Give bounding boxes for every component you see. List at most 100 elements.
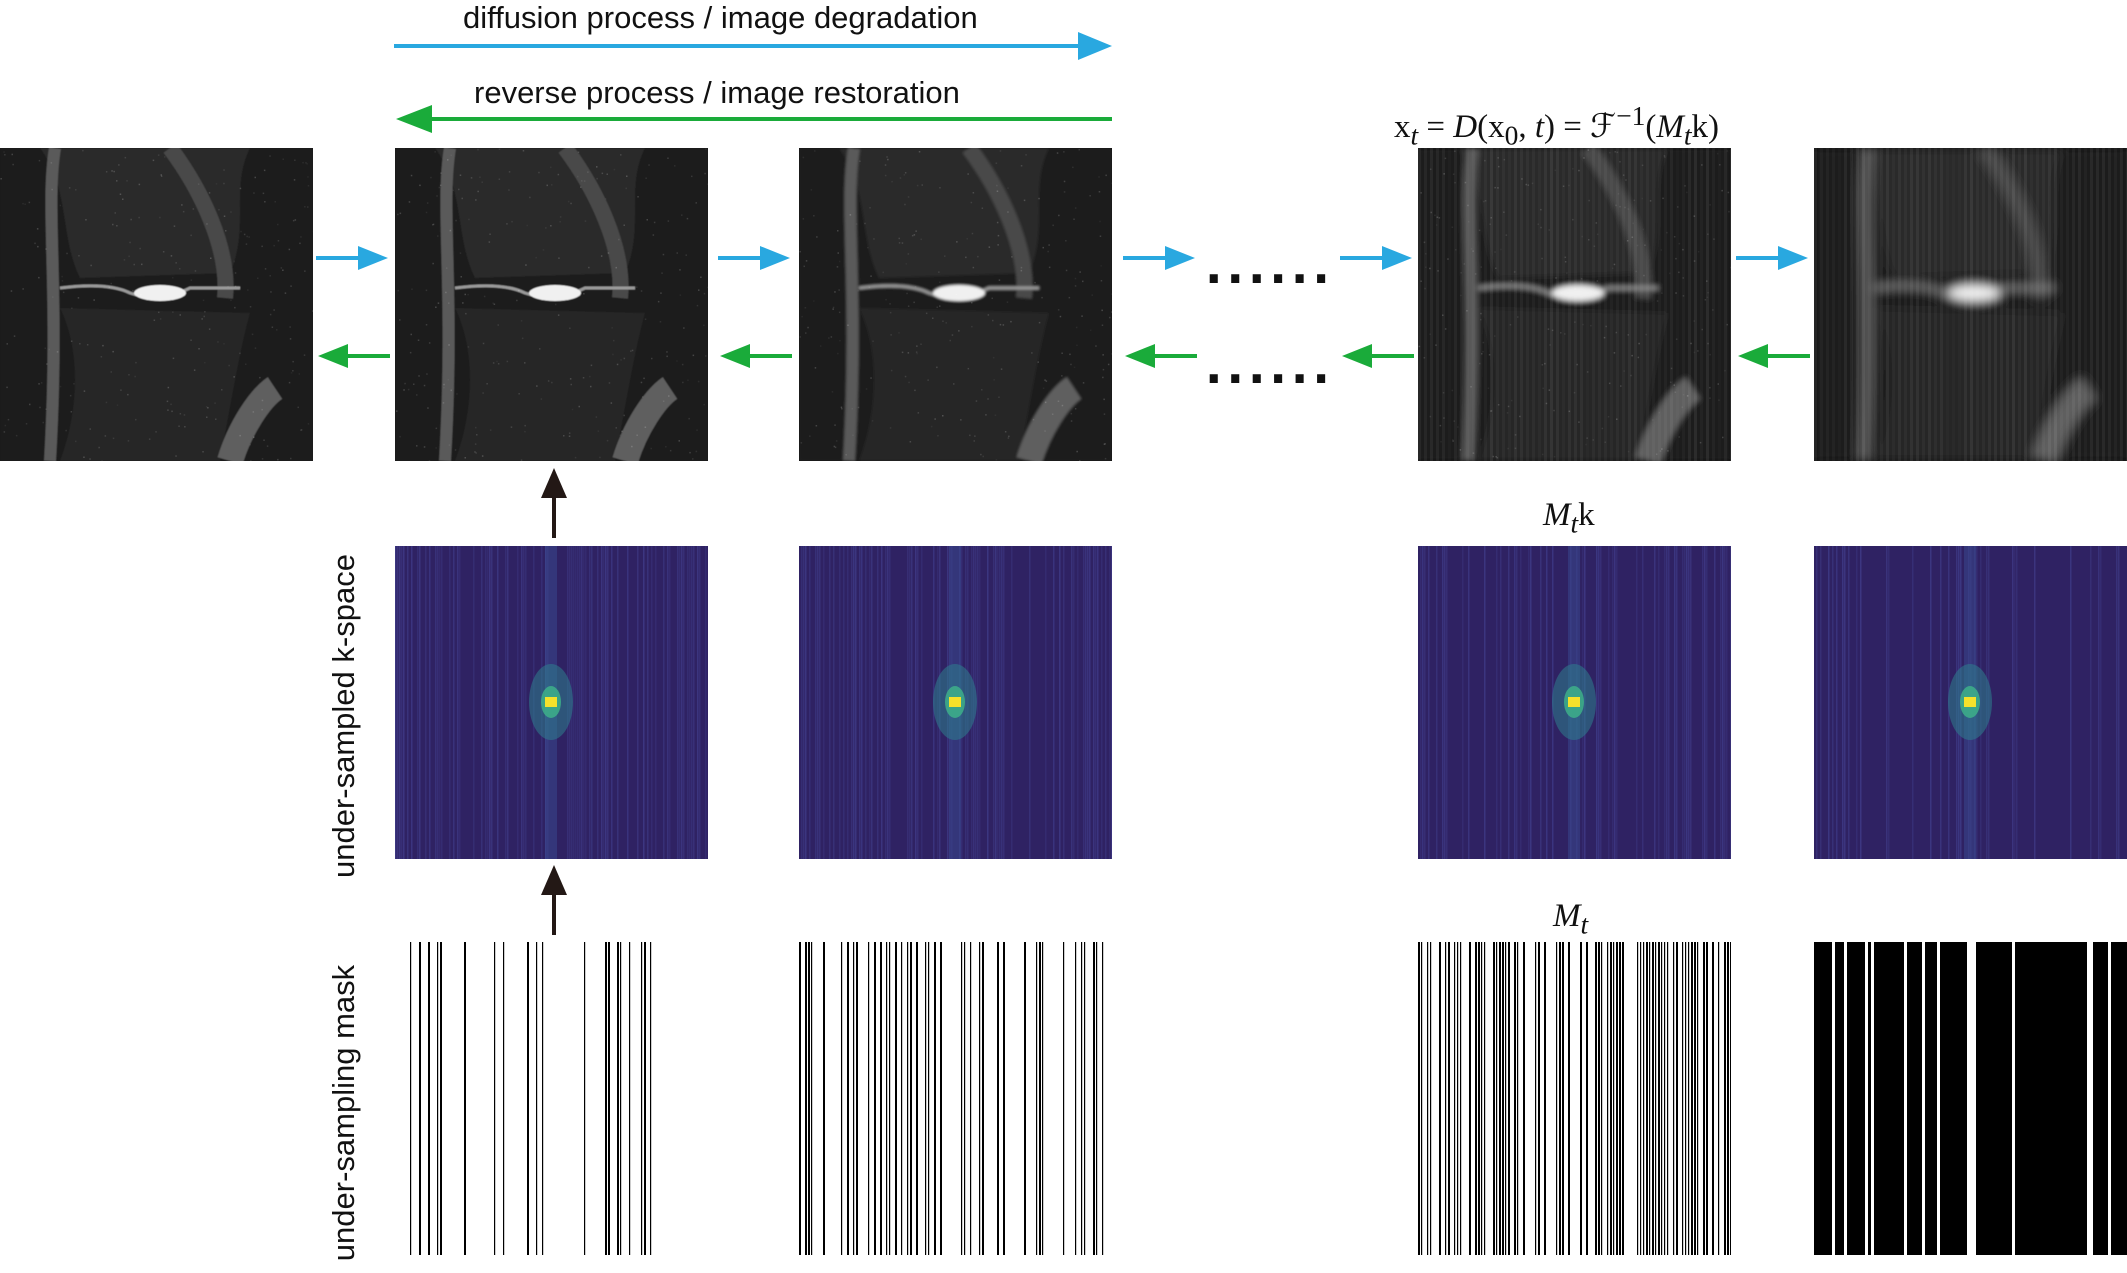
noise-dot (263, 193, 265, 195)
noise-dot (584, 180, 586, 182)
mask-line (1418, 942, 1420, 1255)
noise-dot (259, 377, 261, 379)
noise-dot (3, 151, 5, 153)
noise-dot (460, 175, 462, 177)
noise-dot (837, 266, 839, 268)
noise-dot (997, 244, 999, 246)
aliasing-stripe (1466, 148, 1469, 461)
kspace-center (1964, 697, 1976, 707)
aliasing-stripe (2108, 148, 2111, 461)
noise-dot (45, 248, 47, 250)
noise-dot (857, 290, 859, 292)
noise-dot (292, 361, 294, 363)
noise-dot (972, 233, 974, 235)
aliasing-stripe (1484, 148, 1487, 461)
noise-dot (910, 441, 912, 443)
noise-dot (630, 350, 632, 352)
noise-dot (0, 178, 2, 180)
noise-dot (558, 314, 560, 316)
aliasing-stripe (2078, 148, 2081, 461)
mask-line (1568, 942, 1570, 1255)
noise-dot (856, 223, 858, 225)
mask-line (1063, 942, 1064, 1255)
noise-dot (225, 230, 227, 232)
noise-dot (838, 252, 840, 254)
reverse-process-arrow (392, 103, 1122, 137)
noise-dot (306, 163, 308, 165)
noise-dot (1560, 332, 1562, 334)
kspace-line (435, 546, 437, 859)
mask-line (1430, 942, 1431, 1255)
aliasing-stripe (1826, 148, 1829, 461)
noise-dot (206, 223, 208, 225)
noise-dot (198, 183, 200, 185)
noise-dot (998, 397, 1000, 399)
kspace-line (481, 546, 483, 859)
noise-dot (950, 340, 952, 342)
mask-line (437, 942, 438, 1255)
noise-dot (300, 236, 302, 238)
kspace-line (921, 546, 923, 859)
aliasing-stripe (1580, 148, 1583, 461)
mask-line (1601, 942, 1602, 1255)
noise-dot (1614, 352, 1616, 354)
noise-dot (967, 238, 969, 240)
noise-dot (426, 324, 428, 326)
noise-dot (1071, 413, 1073, 415)
kspace-line (655, 546, 657, 859)
noise-dot (946, 322, 948, 324)
mask-line (1496, 942, 1497, 1255)
noise-dot (912, 235, 914, 237)
aliasing-stripe (1880, 148, 1883, 461)
noise-dot (816, 425, 818, 427)
mask-line (1538, 942, 1540, 1255)
noise-dot (482, 455, 484, 457)
mask-line (1697, 942, 1698, 1255)
mask-line (1826, 942, 1829, 1255)
noise-dot (45, 409, 47, 411)
noise-dot (508, 189, 510, 191)
noise-dot (1044, 430, 1046, 432)
mask-line (1598, 942, 1600, 1255)
kspace-line (851, 546, 853, 859)
noise-dot (996, 459, 998, 461)
noise-dot (661, 272, 663, 274)
noise-dot (167, 401, 169, 403)
noise-dot (1108, 364, 1110, 366)
kspace-line (1848, 546, 1850, 859)
kspace-line (1860, 546, 1862, 859)
noise-dot (479, 177, 481, 179)
kspace-line (1508, 546, 1510, 859)
kspace-line (705, 546, 707, 859)
noise-dot (462, 302, 464, 304)
noise-dot (1565, 261, 1567, 263)
noise-dot (1583, 157, 1585, 159)
noise-dot (1675, 392, 1677, 394)
kspace-line (1516, 546, 1518, 859)
noise-dot (1000, 324, 1002, 326)
noise-dot (704, 293, 706, 295)
noise-dot (128, 440, 130, 442)
kspace-line (1111, 546, 1112, 859)
kspace-line (997, 546, 999, 859)
noise-dot (1102, 377, 1104, 379)
noise-dot (1644, 245, 1646, 247)
noise-dot (609, 382, 611, 384)
kspace-line (1856, 546, 1858, 859)
kspace-line (497, 546, 499, 859)
kspace-line (605, 546, 607, 859)
noise-dot (1005, 431, 1007, 433)
noise-dot (270, 275, 272, 277)
noise-dot (550, 225, 552, 227)
noise-dot (624, 225, 626, 227)
noise-dot (654, 222, 656, 224)
mask-line (2009, 942, 2012, 1255)
noise-dot (516, 300, 518, 302)
mask-line (2006, 942, 2009, 1255)
noise-dot (1102, 354, 1104, 356)
noise-dot (890, 427, 892, 429)
noise-dot (230, 300, 232, 302)
noise-dot (632, 350, 634, 352)
noise-dot (1506, 234, 1508, 236)
noise-dot (1452, 439, 1454, 441)
